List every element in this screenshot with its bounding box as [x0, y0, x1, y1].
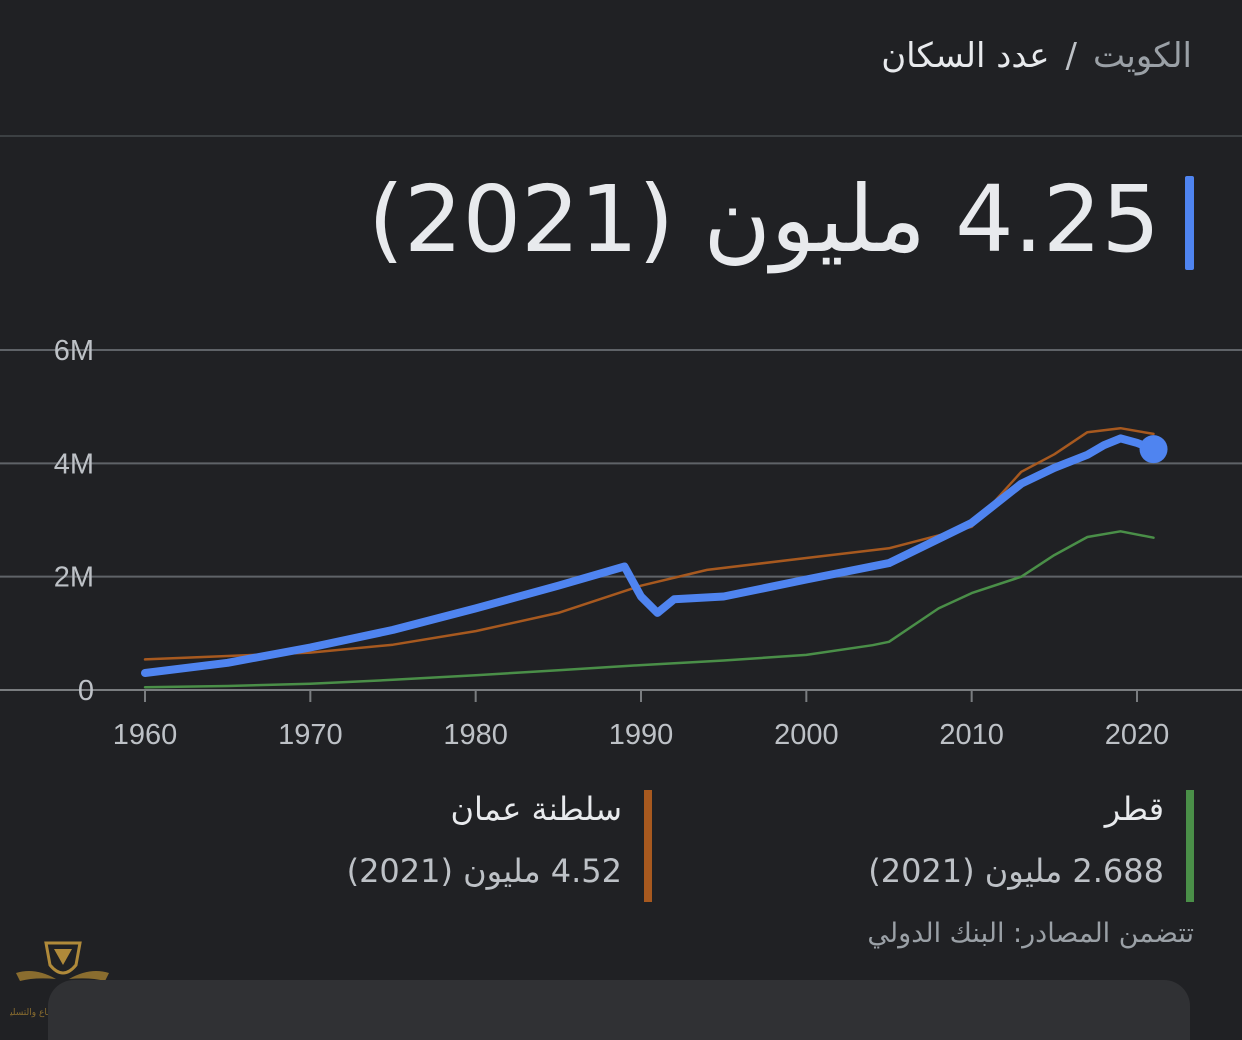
series-line-qatar[interactable]: [143, 530, 1155, 689]
x-axis-ticks: 1960 1970 1980 1990 2000 2010 2020: [113, 690, 1170, 751]
headline-value: 4.25 مليون (2021): [368, 166, 1160, 273]
x-tick-label: 2000: [774, 719, 839, 751]
breadcrumb-metric: عدد السكان: [881, 36, 1050, 76]
x-tick-label: 1960: [113, 719, 178, 751]
breadcrumb: الكويت / عدد السكان: [881, 36, 1192, 76]
series-line-kuwait[interactable]: [141, 434, 1158, 677]
legend-oman-name: سلطنة عمان: [450, 790, 622, 828]
y-tick-label: 2M: [54, 562, 94, 594]
y-tick-label: 4M: [54, 448, 94, 480]
header-divider: [0, 135, 1242, 137]
y-tick-label: 6M: [54, 335, 94, 367]
legend-qatar-name: قطر: [1104, 790, 1164, 828]
headline-accent-bar: [1185, 176, 1194, 270]
chart-series: [141, 426, 1168, 689]
legend-qatar-color-bar: [1186, 790, 1194, 902]
x-tick-label: 2020: [1105, 719, 1170, 751]
legend-oman-color-bar: [644, 790, 652, 902]
next-card[interactable]: [48, 980, 1190, 1040]
legend-qatar[interactable]: قطر 2.688 مليون (2021): [868, 790, 1194, 902]
legend-qatar-value: 2.688 مليون (2021): [868, 852, 1164, 890]
legend-oman[interactable]: سلطنة عمان 4.52 مليون (2021): [346, 790, 652, 902]
x-tick-label: 1990: [609, 719, 674, 751]
breadcrumb-country[interactable]: الكويت: [1093, 36, 1192, 76]
y-tick-label: 0: [78, 675, 94, 707]
chart-grid: [0, 349, 1242, 691]
breadcrumb-separator: /: [1065, 36, 1077, 76]
legend-oman-value: 4.52 مليون (2021): [346, 852, 622, 890]
x-tick-label: 2010: [939, 719, 1004, 751]
series-endpoint-kuwait[interactable]: [1139, 435, 1168, 464]
y-axis-ticks: 0 2M 4M 6M: [54, 335, 94, 707]
source-note: تتضمن المصادر: البنك الدولي: [867, 918, 1194, 949]
x-tick-label: 1970: [278, 719, 343, 751]
series-line-oman[interactable]: [143, 426, 1155, 661]
x-tick-label: 1980: [443, 719, 508, 751]
population-chart[interactable]: 0 2M 4M 6M 1960 1970 1980 1990 2000 2010 2020: [0, 320, 1242, 760]
